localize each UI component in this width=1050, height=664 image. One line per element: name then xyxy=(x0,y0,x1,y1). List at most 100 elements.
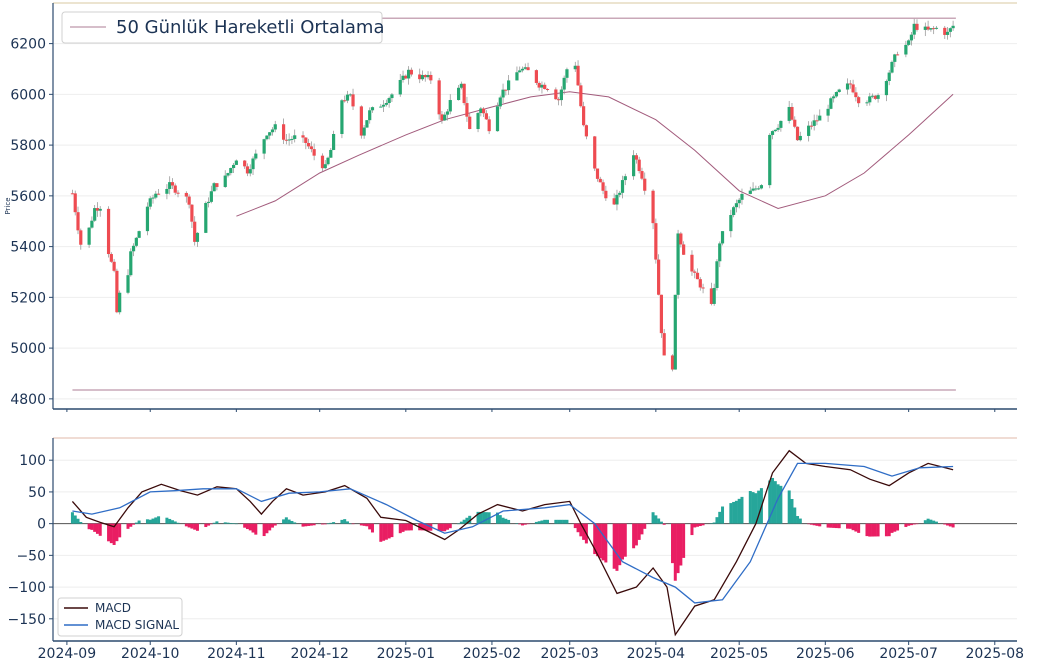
macd-histogram-bar xyxy=(721,506,725,524)
price-tick-label: 5200 xyxy=(10,290,46,306)
macd-histogram-bar xyxy=(604,523,608,563)
macd-histogram-bar xyxy=(448,523,452,529)
candle-body xyxy=(287,139,291,141)
macd-histogram-bar xyxy=(698,523,702,527)
candle-body xyxy=(643,178,647,191)
price-tick-label: 5600 xyxy=(10,189,46,205)
candle-body xyxy=(893,54,897,62)
price-legend-label: 50 Günlük Hareketli Ortalama xyxy=(116,17,384,38)
candle-body xyxy=(890,61,894,73)
macd-histogram-bar xyxy=(70,512,74,524)
candle-body xyxy=(915,23,919,30)
macd-histogram-bar xyxy=(946,523,950,526)
candle-body xyxy=(76,212,80,231)
candle-body xyxy=(429,74,433,81)
macd-tick-label: 100 xyxy=(19,453,46,469)
candle-body xyxy=(809,125,814,127)
macd-histogram-bar xyxy=(95,523,99,534)
candle-body xyxy=(245,166,250,174)
candle-body xyxy=(331,133,336,150)
macd-histogram-bar xyxy=(307,523,311,526)
candle-body xyxy=(715,261,719,288)
candle-body xyxy=(798,135,802,141)
macd-lines xyxy=(71,449,954,637)
macd-histogram-bar xyxy=(332,522,336,524)
macd-histogram-bar xyxy=(145,519,149,524)
macd-histogram-bar xyxy=(598,523,602,559)
price-legend-box xyxy=(61,11,383,44)
date-tick-label: 2025-07 xyxy=(879,646,938,662)
candle-body xyxy=(406,69,411,79)
candle-body xyxy=(534,70,538,83)
candle-body xyxy=(320,155,325,169)
candle-body xyxy=(929,28,933,30)
macd-histogram-bar xyxy=(176,522,180,524)
macd-histogram-bar xyxy=(737,498,741,524)
macd-histogram-bar xyxy=(154,517,158,524)
macd-histogram-bar xyxy=(515,523,519,524)
candle-body xyxy=(323,164,327,169)
candle-body xyxy=(409,69,413,75)
candle-body xyxy=(262,139,266,154)
macd-histogram-bar xyxy=(573,523,577,529)
candle-body xyxy=(365,120,369,128)
macd-histogram-bar xyxy=(651,512,655,524)
candle-body xyxy=(779,120,783,128)
macd-histogram-bar xyxy=(787,490,791,524)
macd-histogram-bar xyxy=(501,517,505,524)
macd-histogram-bar xyxy=(173,521,177,524)
macd-histogram-bar xyxy=(846,523,850,529)
candle-body xyxy=(109,254,113,262)
candle-body xyxy=(223,175,227,187)
macd-histogram-bar xyxy=(909,523,913,526)
macd-histogram-bar xyxy=(407,523,411,531)
candle-body xyxy=(90,220,94,228)
candle-body xyxy=(309,146,313,150)
macd-histogram-bar xyxy=(915,523,919,525)
candle-body xyxy=(818,115,822,121)
macd-histogram-bar xyxy=(926,518,930,524)
macd-histogram-bar xyxy=(848,523,852,529)
candle-body xyxy=(729,215,733,232)
candle-body xyxy=(173,185,177,193)
macd-histogram-bar xyxy=(890,523,894,533)
candle-body xyxy=(945,31,950,35)
candle-body xyxy=(368,110,372,121)
candle-body xyxy=(131,245,136,252)
candle-body xyxy=(795,126,800,141)
candle-body xyxy=(679,233,683,245)
candle-body xyxy=(176,192,180,194)
macd-histogram-bar xyxy=(873,523,877,537)
macd-histogram-bar xyxy=(345,521,349,524)
date-tick-label: 2025-06 xyxy=(796,646,855,662)
candle-body xyxy=(243,160,247,167)
macd-histogram-bar xyxy=(929,519,933,524)
candle-body xyxy=(195,232,200,242)
candle-body xyxy=(593,136,597,169)
candle-body xyxy=(912,23,916,35)
candle-body xyxy=(690,254,694,272)
macd-histogram-bar xyxy=(76,518,80,524)
candle-body xyxy=(115,270,119,313)
macd-histogram-bar xyxy=(148,519,152,524)
macd-histogram-bar xyxy=(409,523,413,531)
macd-histogram-bar xyxy=(151,518,155,524)
candle-body xyxy=(404,75,408,79)
macd-histogram-bar xyxy=(379,523,383,542)
candle-body xyxy=(751,188,755,191)
macd-histogram-bar xyxy=(748,491,752,524)
macd-histogram-bar xyxy=(340,519,344,524)
candle-body xyxy=(554,89,558,100)
candle-body xyxy=(306,143,311,147)
macd-signal-line xyxy=(72,462,954,604)
candle-body xyxy=(487,119,491,132)
candle-body xyxy=(215,183,219,187)
macd-histogram-bar xyxy=(132,523,136,525)
candle-body xyxy=(579,85,583,107)
macd-histogram-bar xyxy=(118,523,122,538)
price-tick-label: 6200 xyxy=(10,37,46,53)
macd-histogram-bar xyxy=(807,523,811,525)
candle-body xyxy=(384,103,388,105)
macd-histogram-bar xyxy=(382,523,386,541)
macd-histogram-bar xyxy=(554,519,558,524)
